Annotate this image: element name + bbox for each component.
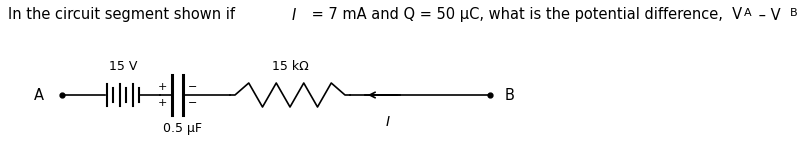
Text: A: A: [34, 88, 44, 103]
Text: B: B: [790, 7, 798, 17]
Text: −: −: [188, 82, 198, 92]
Text: 15 V: 15 V: [109, 60, 137, 73]
Text: 15 kΩ: 15 kΩ: [271, 60, 308, 73]
Text: B: B: [505, 88, 515, 103]
Text: – V: – V: [754, 7, 781, 22]
Text: A: A: [744, 7, 751, 17]
Text: +: +: [157, 82, 167, 92]
Text: I: I: [386, 115, 390, 129]
Text: In the circuit segment shown if: In the circuit segment shown if: [8, 7, 240, 22]
Text: = 7 mA and Q = 50 μC, what is the potential difference,  V: = 7 mA and Q = 50 μC, what is the potent…: [307, 7, 742, 22]
Text: −: −: [188, 98, 198, 108]
Text: I: I: [292, 7, 296, 22]
Text: +: +: [157, 98, 167, 108]
Text: 0.5 μF: 0.5 μF: [163, 122, 202, 135]
